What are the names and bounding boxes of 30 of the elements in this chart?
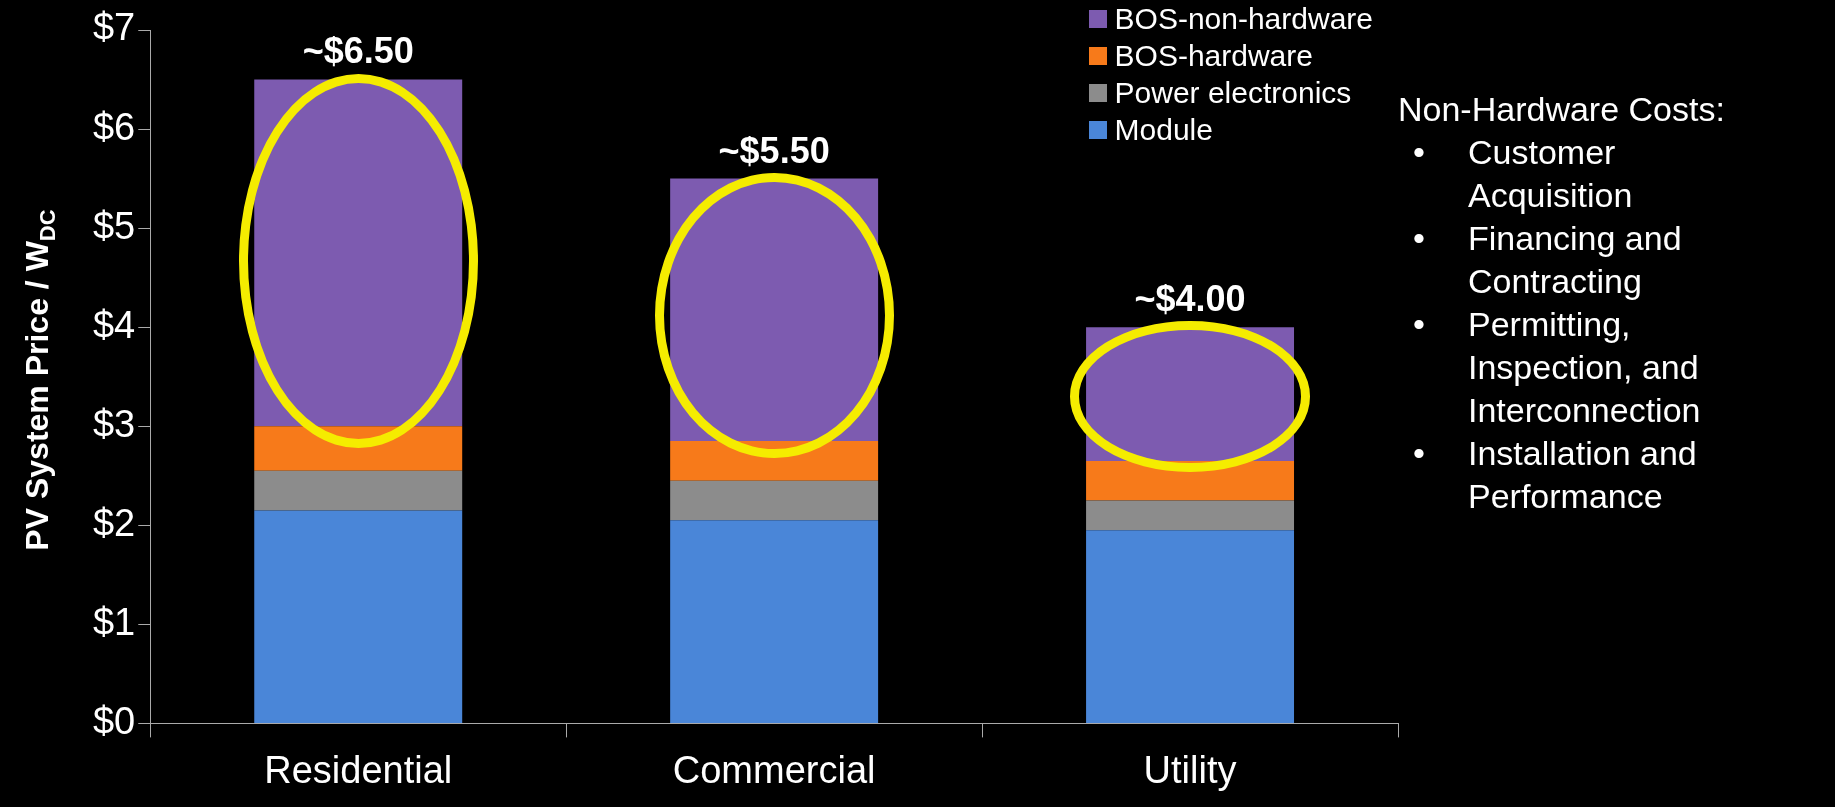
text: • Customer Acquisition [1413,133,1633,214]
annotation: Non-Hardware Costs: [1398,89,1726,130]
y-tick-label: $5 [92,204,136,247]
text: • Installation and Performance [1413,434,1697,515]
x-tick-label: Residential [264,748,453,791]
total-label: ~$4.00 [1134,278,1246,320]
bar [670,480,879,521]
x-tick-label: Utility [1143,748,1237,791]
y-tick-label: $6 [92,105,136,148]
legend-label: Module [1114,112,1213,148]
bar [1086,460,1295,501]
bar [1086,500,1295,531]
y-tick-label: $0 [92,699,136,742]
y-tick-label: $2 [92,501,136,544]
legend-label: BOS-hardware [1114,38,1313,74]
total-label: ~$5.50 [718,129,830,171]
legend-label: BOS-non-hardware [1114,1,1373,37]
text: • Permitting, Inspection, and Interconnection [1413,305,1701,429]
y-tick-label: $7 [92,6,136,49]
y-tick-label: $1 [92,600,136,643]
bar [670,520,879,723]
legend-label: Power electronics [1114,75,1352,111]
total-label: ~$6.50 [302,30,414,72]
x-tick-label: Commercial [672,748,876,791]
bar [254,510,463,723]
text: • Financing and Contracting [1413,219,1682,300]
bar [1086,530,1295,723]
y-tick-label: $4 [92,303,136,346]
y-tick-label: $3 [92,402,136,445]
bar [254,470,463,511]
